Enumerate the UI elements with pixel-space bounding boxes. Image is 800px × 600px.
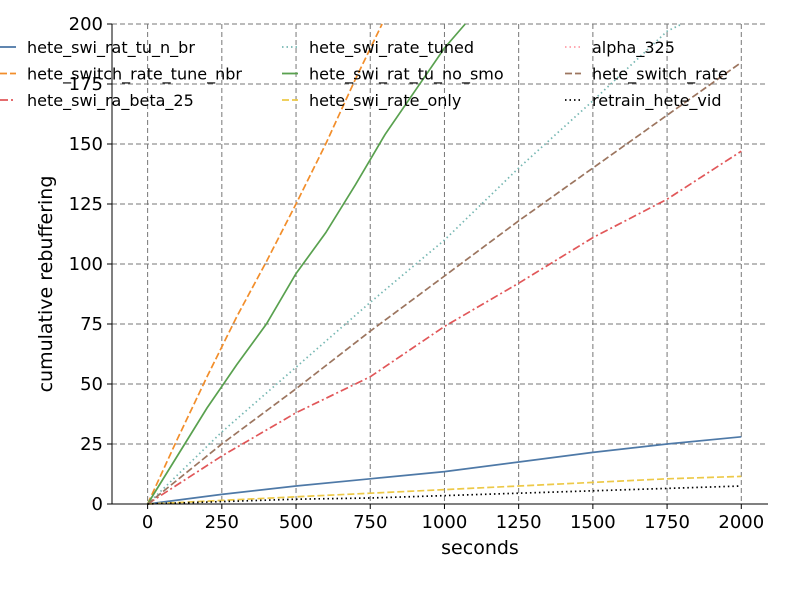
series-line-3 [147,23,683,505]
y-tick-label: 0 [92,494,103,515]
legend-label: hete_swi_rate_only [309,91,461,111]
y-tick-label: 150 [69,134,103,155]
legend-label: hete_swi_rate_tuned [309,38,474,58]
series-line-8 [147,485,742,505]
legend-label: alpha_325 [592,38,675,58]
series-line-2 [147,150,742,505]
legend-label: hete_swi_ra_beta_25 [27,91,194,111]
series-line-7 [147,61,742,505]
y-tick-label: 175 [69,74,103,95]
y-tick-label: 200 [69,14,103,35]
legend-label: hete_swi_rat_tu_n_br [27,38,195,58]
x-tick-label: 750 [353,512,387,533]
legend-label: hete_switch_rate_tune_nbr [27,65,242,85]
y-axis-title: cumulative rebuffering [35,176,57,393]
legend: hete_swi_rat_tu_n_br hete_switch_rate_tun… [0,38,728,111]
y-tick-label: 25 [80,434,103,455]
x-tick-label: 1250 [496,512,542,533]
x-axis-title: seconds [441,537,519,559]
series-line-4 [146,23,466,505]
x-tick-label: 250 [205,512,239,533]
y-tick-label: 50 [80,374,103,395]
x-tick-label: 1000 [422,512,468,533]
y-tick-label: 125 [69,194,103,215]
series-line-1 [146,23,383,505]
legend-label: hete_switch_rate [592,65,728,85]
x-tick-label: 1500 [570,512,616,533]
legend-label: retrain_hete_vid [592,91,721,111]
x-tick-label: 0 [142,512,153,533]
tick-labels: 0 250 500 750 1000 1250 1500 1750 2000 0 25 50 75 100… [69,14,765,533]
x-tick-label: 1750 [644,512,690,533]
series-lines [146,23,742,505]
x-tick-label: 2000 [718,512,764,533]
x-tick-label: 500 [279,512,313,533]
y-tick-label: 100 [69,254,103,275]
series-line-5 [147,475,742,505]
y-tick-label: 75 [80,314,103,335]
series-line-0 [147,435,742,505]
legend-label: hete_swi_rat_tu_no_smo [309,65,504,85]
